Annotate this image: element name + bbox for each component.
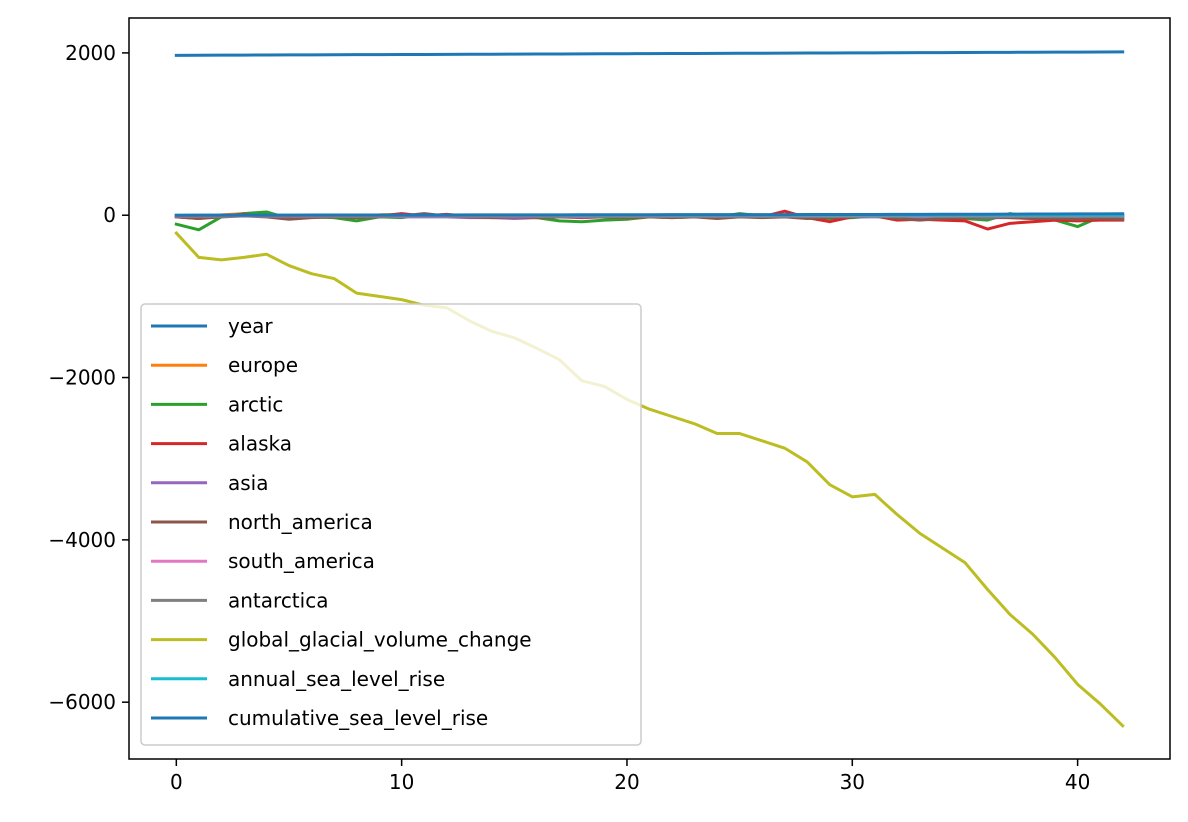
y-axis: −6000 −4000 −2000 0 2000 [48, 41, 129, 714]
legend-label: alaska [228, 432, 292, 456]
legend-entry-global-glacial-volume-change: global_glacial_volume_change [151, 628, 532, 652]
x-tick-label: 40 [1065, 770, 1090, 794]
y-tick-label: 2000 [65, 41, 116, 65]
legend-entry-antarctica: antarctica [151, 588, 328, 612]
legend-entry-asia: asia [151, 471, 269, 495]
legend-entry-annual-sea-level-rise: annual_sea_level_rise [151, 667, 445, 691]
x-tick-label: 30 [840, 770, 865, 794]
legend-label: cumulative_sea_level_rise [228, 706, 488, 730]
x-axis: 0 10 20 30 40 [170, 759, 1090, 794]
legend-label: annual_sea_level_rise [228, 667, 445, 691]
legend-label: europe [228, 353, 298, 377]
legend-entry-alaska: alaska [151, 432, 292, 456]
series-line-cumulative-sea-level-rise [174, 212, 1125, 217]
y-tick-label: −4000 [48, 528, 116, 552]
legend-box [140, 303, 642, 746]
legend-label: south_america [228, 549, 375, 573]
series-line-global-glacial-volume-change [174, 230, 1125, 728]
y-tick-label: 0 [103, 203, 116, 227]
legend-label: arctic [228, 392, 283, 416]
legend: year europe arctic alaska asia north_americas… [140, 303, 642, 746]
y-tick-label: −2000 [48, 366, 116, 390]
x-tick-label: 20 [614, 770, 639, 794]
legend-entry-north-america: north_america [151, 510, 373, 534]
series-line-year [174, 50, 1125, 57]
legend-label: north_america [228, 510, 373, 534]
axes-frame [128, 17, 1171, 760]
legend-entry-year: year [151, 314, 273, 338]
legend-label: antarctica [228, 588, 328, 612]
x-tick-label: 10 [389, 770, 414, 794]
legend-entry-cumulative-sea-level-rise: cumulative_sea_level_rise [151, 706, 488, 730]
y-tick-label: −6000 [48, 690, 116, 714]
legend-label: global_glacial_volume_change [228, 628, 532, 652]
legend-entry-europe: europe [151, 353, 298, 377]
legend-entry-arctic: arctic [151, 392, 283, 416]
series-layer [174, 50, 1125, 728]
legend-label: asia [228, 471, 269, 495]
legend-label: year [228, 314, 273, 338]
legend-entry-south-america: south_america [151, 549, 375, 573]
x-tick-label: 0 [170, 770, 183, 794]
